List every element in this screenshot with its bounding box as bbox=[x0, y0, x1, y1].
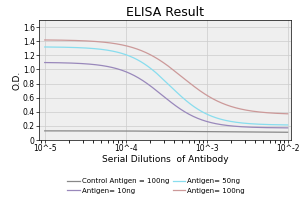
Legend: Control Antigen = 100ng, Antigen= 10ng, Antigen= 50ng, Antigen= 100ng: Control Antigen = 100ng, Antigen= 10ng, … bbox=[64, 176, 248, 197]
Antigen= 50ng bbox=[286, 124, 290, 126]
Control Antigen = 100ng bbox=[207, 130, 210, 133]
Antigen= 10ng bbox=[110, 66, 114, 69]
Antigen= 10ng bbox=[256, 126, 260, 129]
Antigen= 100ng bbox=[43, 39, 46, 41]
Control Antigen = 100ng bbox=[133, 130, 136, 132]
Antigen= 50ng bbox=[109, 50, 113, 52]
Control Antigen = 100ng bbox=[286, 131, 290, 133]
Antigen= 10ng bbox=[286, 127, 290, 129]
Antigen= 100ng bbox=[133, 47, 136, 49]
Control Antigen = 100ng bbox=[109, 130, 113, 132]
X-axis label: Serial Dilutions  of Antibody: Serial Dilutions of Antibody bbox=[102, 155, 228, 164]
Antigen= 100ng bbox=[109, 42, 113, 44]
Control Antigen = 100ng bbox=[110, 130, 114, 132]
Antigen= 10ng bbox=[190, 114, 193, 117]
Antigen= 50ng bbox=[110, 50, 114, 52]
Antigen= 50ng bbox=[133, 57, 136, 60]
Antigen= 50ng bbox=[43, 46, 46, 48]
Antigen= 100ng bbox=[207, 95, 210, 98]
Control Antigen = 100ng bbox=[190, 130, 193, 133]
Control Antigen = 100ng bbox=[43, 130, 46, 132]
Control Antigen = 100ng bbox=[256, 131, 260, 133]
Antigen= 10ng bbox=[207, 121, 210, 123]
Antigen= 100ng bbox=[286, 113, 290, 115]
Antigen= 10ng bbox=[109, 66, 113, 68]
Antigen= 50ng bbox=[256, 123, 260, 125]
Antigen= 10ng bbox=[43, 61, 46, 64]
Antigen= 100ng bbox=[256, 111, 260, 113]
Line: Control Antigen = 100ng: Control Antigen = 100ng bbox=[45, 131, 288, 132]
Antigen= 100ng bbox=[110, 42, 114, 44]
Antigen= 100ng bbox=[190, 83, 193, 86]
Antigen= 50ng bbox=[190, 104, 193, 106]
Antigen= 10ng bbox=[133, 75, 136, 77]
Line: Antigen= 10ng: Antigen= 10ng bbox=[45, 63, 288, 128]
Y-axis label: O.D.: O.D. bbox=[12, 70, 21, 90]
Antigen= 50ng bbox=[207, 114, 210, 116]
Title: ELISA Result: ELISA Result bbox=[126, 6, 204, 19]
Line: Antigen= 50ng: Antigen= 50ng bbox=[45, 47, 288, 125]
Line: Antigen= 100ng: Antigen= 100ng bbox=[45, 40, 288, 114]
